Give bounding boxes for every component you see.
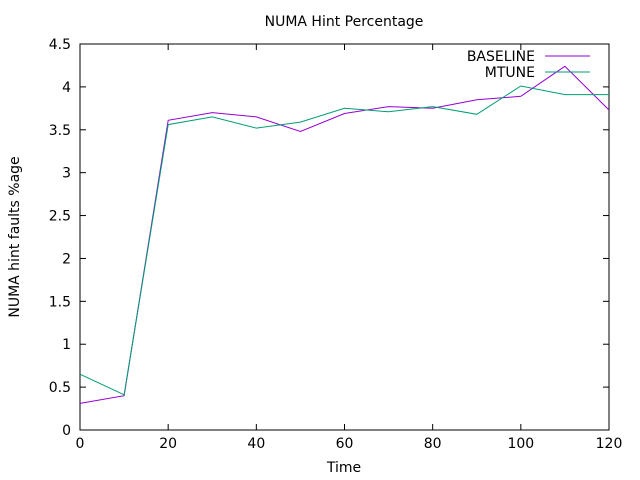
y-axis: 0 0.5 1 1.5 2 2.5 3 3.5 4 4.5 — [49, 37, 609, 439]
legend-label: MTUNE — [485, 65, 535, 81]
y-tick-label: 0 — [62, 423, 71, 439]
x-tick-label: 0 — [76, 436, 85, 452]
y-tick-label: 0.5 — [49, 380, 71, 396]
y-tick-label: 4.5 — [49, 37, 71, 53]
x-tick-label: 40 — [247, 436, 265, 452]
y-tick-label: 3 — [62, 166, 71, 182]
y-tick-label: 2 — [62, 251, 71, 267]
chart-title: NUMA Hint Percentage — [265, 14, 424, 30]
x-axis-title: Time — [326, 460, 361, 476]
series-line-mtune — [79, 85, 609, 396]
legend-label: BASELINE — [467, 49, 535, 65]
y-tick-label: 2.5 — [49, 209, 71, 225]
x-tick-label: 20 — [159, 436, 177, 452]
y-tick-label: 1 — [62, 337, 71, 353]
x-tick-label: 60 — [336, 436, 354, 452]
y-tick-label: 4 — [62, 80, 71, 96]
y-tick-label: 1.5 — [49, 294, 71, 310]
plot-frame — [79, 43, 610, 431]
series-lines — [79, 65, 610, 404]
y-tick-label: 3.5 — [49, 123, 71, 139]
series-line-baseline — [79, 65, 610, 404]
x-axis: 0 20 40 60 80 100 120 — [76, 44, 623, 452]
y-axis-title: NUMA hint faults %age — [7, 156, 23, 317]
x-tick-label: 80 — [424, 436, 442, 452]
x-tick-label: 120 — [596, 436, 623, 452]
x-tick-label: 100 — [507, 436, 534, 452]
